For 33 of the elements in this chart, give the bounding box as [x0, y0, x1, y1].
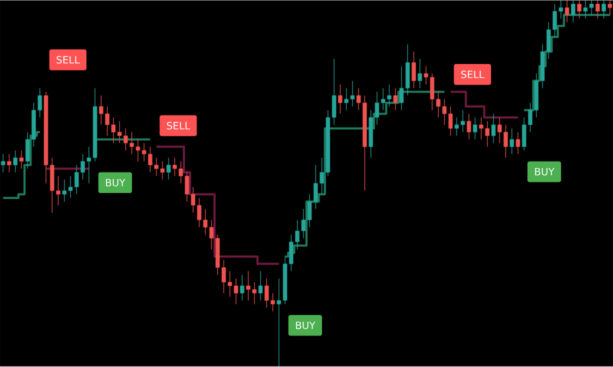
- annotation: SELL: [56, 56, 80, 64]
- candlestick: [276, 278, 282, 367]
- candlestick: [583, 0, 588, 20]
- candlestick: [393, 88, 398, 111]
- candlestick: [472, 117, 478, 140]
- candlestick: [258, 271, 263, 301]
- candlestick: [240, 274, 244, 301]
- candlestick: [491, 114, 496, 144]
- candlestick: [510, 128, 514, 155]
- candlestick: [466, 114, 472, 140]
- candlestick: [564, 0, 570, 23]
- candlestick: [596, 0, 600, 20]
- candlestick: [7, 154, 12, 173]
- candlestick: [602, 0, 606, 20]
- annotation: BUY: [535, 168, 554, 176]
- annotation: SELL: [166, 122, 190, 130]
- candlestick: [338, 84, 342, 114]
- candlestick: [19, 150, 24, 170]
- candlestick: [571, 0, 576, 23]
- annotation: SELL: [461, 70, 484, 78]
- candlestick: [516, 132, 520, 155]
- candlestick: [412, 51, 416, 89]
- candlestick: [448, 106, 453, 136]
- candlestick: [418, 58, 422, 89]
- candlestick: [166, 158, 171, 180]
- candlestick: [13, 150, 18, 173]
- candlestick: [608, 0, 612, 16]
- annotation: BUY: [296, 322, 316, 330]
- candlestick: [577, 0, 582, 20]
- annotation: BUY: [106, 179, 126, 187]
- candlestick: [0, 154, 6, 173]
- candlestick: [589, 0, 594, 16]
- candlestick: [332, 58, 336, 126]
